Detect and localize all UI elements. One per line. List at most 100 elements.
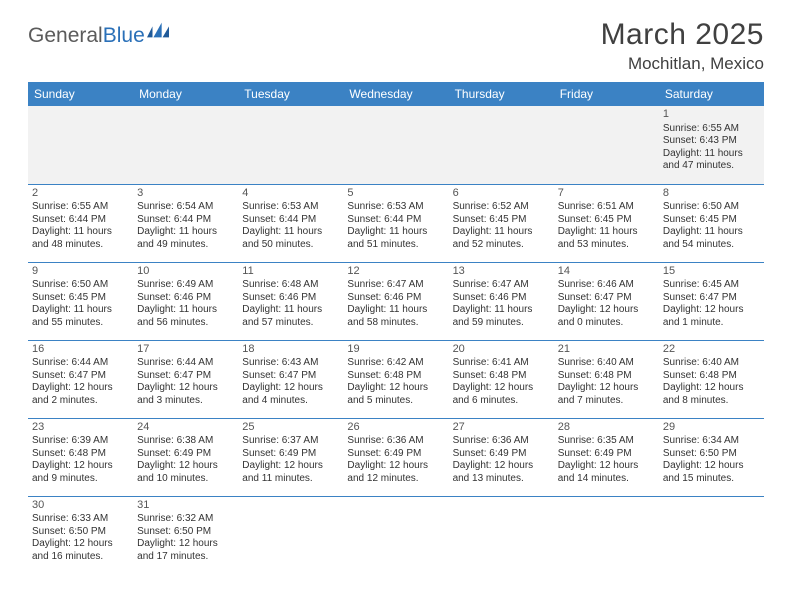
daylight-text: and 52 minutes. bbox=[453, 239, 550, 252]
sunset-text: Sunset: 6:45 PM bbox=[453, 214, 550, 227]
daylight-text: and 56 minutes. bbox=[137, 317, 234, 330]
day-cell bbox=[554, 496, 659, 574]
daylight-text: Daylight: 12 hours bbox=[137, 538, 234, 551]
week-row: 30Sunrise: 6:33 AMSunset: 6:50 PMDayligh… bbox=[28, 496, 764, 574]
daylight-text: and 10 minutes. bbox=[137, 473, 234, 486]
sunset-text: Sunset: 6:43 PM bbox=[663, 135, 760, 148]
day-cell: 7Sunrise: 6:51 AMSunset: 6:45 PMDaylight… bbox=[554, 184, 659, 262]
day-cell: 27Sunrise: 6:36 AMSunset: 6:49 PMDayligh… bbox=[449, 418, 554, 496]
day-number: 26 bbox=[347, 421, 444, 435]
day-number: 20 bbox=[453, 343, 550, 357]
month-title: March 2025 bbox=[601, 18, 764, 52]
daylight-text: Daylight: 11 hours bbox=[663, 148, 760, 161]
sunrise-text: Sunrise: 6:45 AM bbox=[663, 279, 760, 292]
daylight-text: and 48 minutes. bbox=[32, 239, 129, 252]
sunset-text: Sunset: 6:50 PM bbox=[32, 526, 129, 539]
day-cell: 24Sunrise: 6:38 AMSunset: 6:49 PMDayligh… bbox=[133, 418, 238, 496]
sunrise-text: Sunrise: 6:53 AM bbox=[242, 201, 339, 214]
day-cell bbox=[659, 496, 764, 574]
daylight-text: and 59 minutes. bbox=[453, 317, 550, 330]
daylight-text: and 0 minutes. bbox=[558, 317, 655, 330]
sunset-text: Sunset: 6:48 PM bbox=[32, 448, 129, 461]
daylight-text: Daylight: 11 hours bbox=[453, 226, 550, 239]
day-cell: 13Sunrise: 6:47 AMSunset: 6:46 PMDayligh… bbox=[449, 262, 554, 340]
daylight-text: Daylight: 11 hours bbox=[137, 226, 234, 239]
sunset-text: Sunset: 6:45 PM bbox=[558, 214, 655, 227]
daylight-text: Daylight: 11 hours bbox=[347, 226, 444, 239]
day-number: 22 bbox=[663, 343, 760, 357]
sunset-text: Sunset: 6:48 PM bbox=[558, 370, 655, 383]
daylight-text: and 8 minutes. bbox=[663, 395, 760, 408]
day-number: 15 bbox=[663, 265, 760, 279]
sunrise-text: Sunrise: 6:44 AM bbox=[32, 357, 129, 370]
sunrise-text: Sunrise: 6:47 AM bbox=[453, 279, 550, 292]
daylight-text: and 3 minutes. bbox=[137, 395, 234, 408]
daylight-text: Daylight: 12 hours bbox=[558, 304, 655, 317]
daylight-text: Daylight: 11 hours bbox=[558, 226, 655, 239]
daylight-text: Daylight: 11 hours bbox=[242, 304, 339, 317]
daylight-text: and 5 minutes. bbox=[347, 395, 444, 408]
day-number: 29 bbox=[663, 421, 760, 435]
daylight-text: Daylight: 12 hours bbox=[242, 382, 339, 395]
day-cell bbox=[449, 496, 554, 574]
daylight-text: and 58 minutes. bbox=[347, 317, 444, 330]
daylight-text: and 57 minutes. bbox=[242, 317, 339, 330]
day-number: 1 bbox=[663, 108, 760, 122]
day-cell bbox=[343, 496, 448, 574]
sunset-text: Sunset: 6:46 PM bbox=[137, 292, 234, 305]
day-number: 19 bbox=[347, 343, 444, 357]
sunset-text: Sunset: 6:50 PM bbox=[137, 526, 234, 539]
daylight-text: Daylight: 12 hours bbox=[242, 460, 339, 473]
calendar-body: 1Sunrise: 6:55 AMSunset: 6:43 PMDaylight… bbox=[28, 106, 764, 574]
sunrise-text: Sunrise: 6:44 AM bbox=[137, 357, 234, 370]
sunset-text: Sunset: 6:46 PM bbox=[453, 292, 550, 305]
day-number: 3 bbox=[137, 187, 234, 201]
sunrise-text: Sunrise: 6:38 AM bbox=[137, 435, 234, 448]
sunset-text: Sunset: 6:47 PM bbox=[137, 370, 234, 383]
daylight-text: Daylight: 12 hours bbox=[347, 382, 444, 395]
day-cell: 28Sunrise: 6:35 AMSunset: 6:49 PMDayligh… bbox=[554, 418, 659, 496]
sunrise-text: Sunrise: 6:34 AM bbox=[663, 435, 760, 448]
daylight-text: Daylight: 11 hours bbox=[453, 304, 550, 317]
sunrise-text: Sunrise: 6:50 AM bbox=[663, 201, 760, 214]
day-names-row: Sunday Monday Tuesday Wednesday Thursday… bbox=[28, 82, 764, 106]
day-number: 25 bbox=[242, 421, 339, 435]
sunrise-text: Sunrise: 6:32 AM bbox=[137, 513, 234, 526]
day-number: 12 bbox=[347, 265, 444, 279]
day-cell: 21Sunrise: 6:40 AMSunset: 6:48 PMDayligh… bbox=[554, 340, 659, 418]
daylight-text: Daylight: 12 hours bbox=[453, 460, 550, 473]
sunrise-text: Sunrise: 6:55 AM bbox=[32, 201, 129, 214]
day-cell: 25Sunrise: 6:37 AMSunset: 6:49 PMDayligh… bbox=[238, 418, 343, 496]
day-cell: 16Sunrise: 6:44 AMSunset: 6:47 PMDayligh… bbox=[28, 340, 133, 418]
dayname-fri: Friday bbox=[554, 82, 659, 106]
daylight-text: and 7 minutes. bbox=[558, 395, 655, 408]
sunset-text: Sunset: 6:49 PM bbox=[242, 448, 339, 461]
sunrise-text: Sunrise: 6:36 AM bbox=[453, 435, 550, 448]
sunrise-text: Sunrise: 6:40 AM bbox=[663, 357, 760, 370]
day-cell: 9Sunrise: 6:50 AMSunset: 6:45 PMDaylight… bbox=[28, 262, 133, 340]
daylight-text: and 13 minutes. bbox=[453, 473, 550, 486]
day-number: 31 bbox=[137, 499, 234, 513]
week-row: 1Sunrise: 6:55 AMSunset: 6:43 PMDaylight… bbox=[28, 106, 764, 184]
sunset-text: Sunset: 6:44 PM bbox=[347, 214, 444, 227]
day-number: 23 bbox=[32, 421, 129, 435]
day-number: 2 bbox=[32, 187, 129, 201]
day-number: 17 bbox=[137, 343, 234, 357]
day-cell: 1Sunrise: 6:55 AMSunset: 6:43 PMDaylight… bbox=[659, 106, 764, 184]
day-number: 10 bbox=[137, 265, 234, 279]
day-cell: 29Sunrise: 6:34 AMSunset: 6:50 PMDayligh… bbox=[659, 418, 764, 496]
day-cell: 14Sunrise: 6:46 AMSunset: 6:47 PMDayligh… bbox=[554, 262, 659, 340]
day-number: 11 bbox=[242, 265, 339, 279]
day-number: 16 bbox=[32, 343, 129, 357]
daylight-text: and 12 minutes. bbox=[347, 473, 444, 486]
sunrise-text: Sunrise: 6:53 AM bbox=[347, 201, 444, 214]
daylight-text: Daylight: 12 hours bbox=[558, 382, 655, 395]
dayname-mon: Monday bbox=[133, 82, 238, 106]
day-cell: 6Sunrise: 6:52 AMSunset: 6:45 PMDaylight… bbox=[449, 184, 554, 262]
daylight-text: Daylight: 12 hours bbox=[558, 460, 655, 473]
day-cell bbox=[133, 106, 238, 184]
day-cell: 4Sunrise: 6:53 AMSunset: 6:44 PMDaylight… bbox=[238, 184, 343, 262]
day-cell bbox=[343, 106, 448, 184]
day-number: 8 bbox=[663, 187, 760, 201]
daylight-text: Daylight: 11 hours bbox=[347, 304, 444, 317]
